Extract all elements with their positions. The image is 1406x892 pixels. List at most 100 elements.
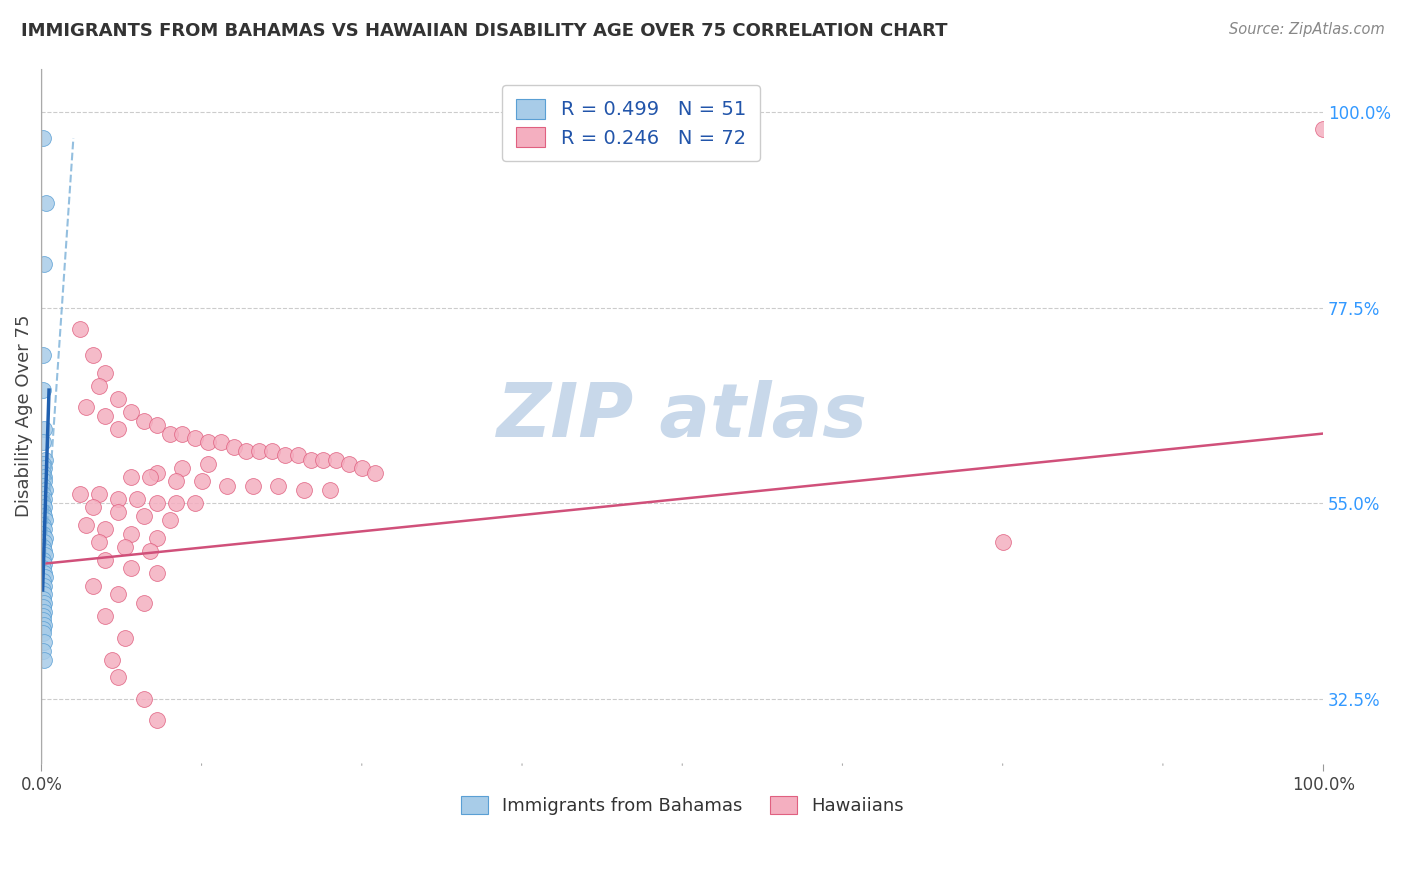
Point [319, 483, 342, 497]
Point [94, 552, 117, 566]
Point [34, 513, 56, 527]
Point [107, 392, 129, 406]
Point [101, 652, 124, 666]
Point [145, 496, 167, 510]
Point [114, 631, 136, 645]
Point [31, 600, 53, 615]
Point [217, 479, 239, 493]
Point [120, 470, 142, 484]
Point [120, 526, 142, 541]
Point [132, 691, 155, 706]
Point [94, 522, 117, 536]
Point [31, 609, 53, 624]
Point [145, 417, 167, 432]
Point [82, 348, 104, 362]
Point [222, 440, 245, 454]
Point [260, 444, 283, 458]
Point [247, 444, 270, 458]
Point [1312, 122, 1334, 136]
Point [172, 426, 194, 441]
Point [184, 496, 207, 510]
Point [32, 535, 55, 549]
Point [32, 587, 55, 601]
Point [165, 496, 187, 510]
Point [159, 426, 181, 441]
Point [87, 487, 110, 501]
Point [287, 448, 309, 462]
Point [31, 435, 53, 450]
Point [32, 617, 55, 632]
Point [190, 475, 212, 489]
Point [87, 378, 110, 392]
Point [312, 452, 335, 467]
Point [32, 579, 55, 593]
Point [32, 544, 55, 558]
Point [69, 322, 91, 336]
Point [94, 609, 117, 624]
Point [32, 491, 55, 506]
Point [209, 435, 232, 450]
Point [132, 413, 155, 427]
Point [32, 500, 55, 515]
Point [31, 505, 53, 519]
Point [31, 348, 53, 362]
Point [31, 644, 53, 658]
Point [132, 596, 155, 610]
Point [82, 579, 104, 593]
Point [31, 591, 53, 606]
Point [127, 491, 149, 506]
Point [145, 531, 167, 545]
Point [82, 500, 104, 515]
Point [31, 517, 53, 532]
Point [274, 448, 297, 462]
Point [363, 466, 385, 480]
Point [31, 622, 53, 636]
Point [159, 513, 181, 527]
Point [172, 461, 194, 475]
Point [31, 626, 53, 640]
Point [242, 479, 264, 493]
Point [165, 475, 187, 489]
Text: Source: ZipAtlas.com: Source: ZipAtlas.com [1229, 22, 1385, 37]
Text: ZIP atlas: ZIP atlas [496, 380, 868, 452]
Point [184, 431, 207, 445]
Point [107, 587, 129, 601]
Point [32, 509, 55, 524]
Point [32, 635, 55, 649]
Point [31, 614, 53, 628]
Point [34, 483, 56, 497]
Point [292, 483, 315, 497]
Point [114, 540, 136, 554]
Point [31, 526, 53, 541]
Legend: Immigrants from Bahamas, Hawaiians: Immigrants from Bahamas, Hawaiians [451, 787, 912, 824]
Point [31, 496, 53, 510]
Point [32, 566, 55, 580]
Point [139, 470, 162, 484]
Point [32, 522, 55, 536]
Point [31, 131, 53, 145]
Point [32, 596, 55, 610]
Text: IMMIGRANTS FROM BAHAMAS VS HAWAIIAN DISABILITY AGE OVER 75 CORRELATION CHART: IMMIGRANTS FROM BAHAMAS VS HAWAIIAN DISA… [21, 22, 948, 40]
Point [34, 548, 56, 562]
Point [75, 401, 97, 415]
Point [87, 535, 110, 549]
Point [69, 487, 91, 501]
Point [31, 383, 53, 397]
Point [991, 535, 1014, 549]
Point [107, 670, 129, 684]
Point [32, 652, 55, 666]
Point [32, 605, 55, 619]
Point [31, 466, 53, 480]
Point [337, 457, 360, 471]
Point [132, 509, 155, 524]
Point [34, 452, 56, 467]
Point [197, 435, 219, 450]
Point [107, 491, 129, 506]
Point [31, 552, 53, 566]
Point [32, 557, 55, 571]
Point [94, 409, 117, 424]
Point [32, 475, 55, 489]
Point [235, 444, 257, 458]
Point [145, 466, 167, 480]
Point [31, 487, 53, 501]
